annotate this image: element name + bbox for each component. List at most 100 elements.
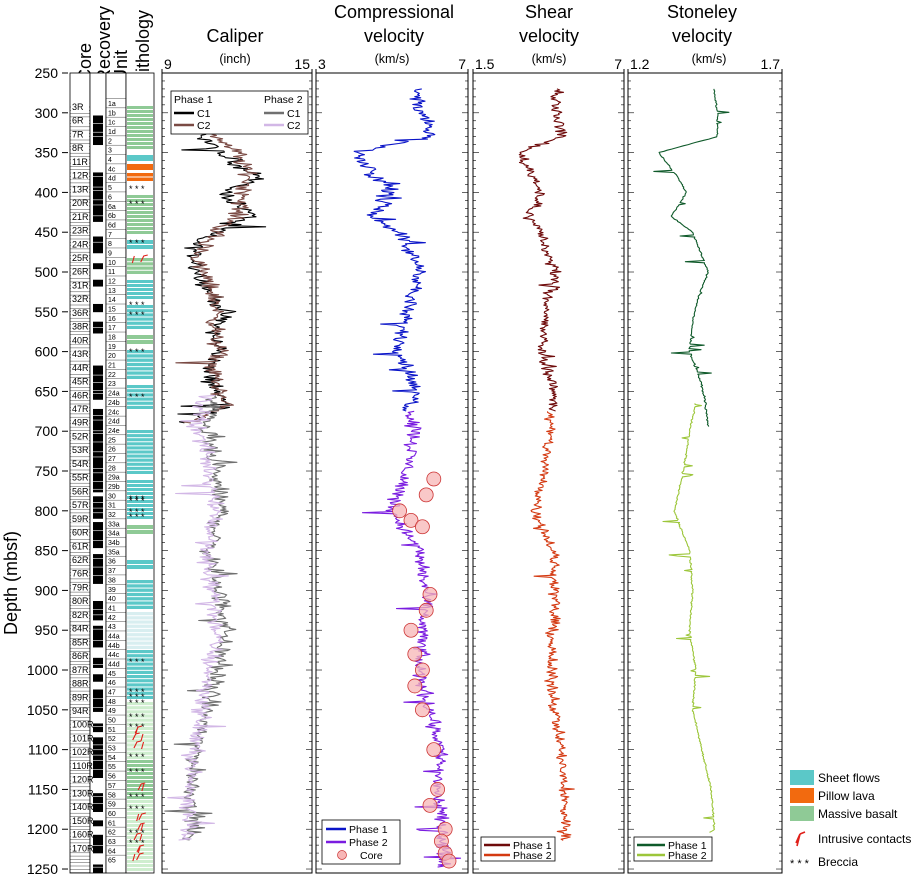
series-line-phase2-c1 [164,395,238,841]
unit-label: 6 [108,194,112,201]
lithology-band [127,462,153,466]
core-sample-point [403,622,419,638]
unit-label: 24c [108,409,120,416]
unit-label: 57 [108,783,116,790]
core-label-bg [71,104,89,111]
recovery-block [93,415,103,420]
core-label: 31R [72,280,89,290]
recovery-block [93,625,103,629]
recovery-block [93,216,103,222]
unit-label: 1a [108,101,116,108]
core-label-bg [71,296,89,304]
x-tick-label: 9 [164,56,172,72]
lithology-band [127,138,153,141]
recovery-block [93,468,103,473]
unit-label: 1b [108,110,116,117]
stoneley-title-line2: velocity [672,26,732,46]
lithology-band [127,860,153,863]
lithology-band [127,820,153,823]
core-label-bg [71,557,89,564]
lithology-band [127,764,153,767]
lithology-band [127,670,153,674]
caliper-title: Caliper [206,26,263,46]
core-label-bg [71,255,89,262]
breccia-mark: * * * [129,792,145,802]
lithology-band [127,695,153,699]
core-label-bg [71,392,89,400]
lithology-band [127,597,153,601]
x-tick-label: 1.5 [475,56,495,72]
core-label: 94R [72,706,89,716]
recovery-block [93,393,103,400]
recovery-block [93,558,103,567]
core-label: 170R [72,843,94,853]
pillow-lava-swatch [790,788,814,803]
recovery-block [93,473,103,482]
unit-label: 24d [108,419,120,426]
core-label: 25R [72,253,89,263]
legend-phase1-heading: Phase 1 [174,94,213,106]
unit-label: 4d [108,176,116,183]
breccia-mark: * * * [129,657,145,667]
panel-3: 1.2 1.7 [627,56,783,874]
lithology-band [127,788,153,791]
core-label: 32R [72,294,89,304]
recovery-block [93,457,103,469]
lithology-band [127,565,153,569]
legend-phase1-c1-label: C1 [197,108,211,120]
lithology-band [127,177,153,181]
lithology-band [127,492,153,495]
lithology-band [127,146,153,149]
intrusive-contact-mark [131,254,148,264]
depth-tick-label: 550 [35,304,59,320]
core-label: 62R [72,555,89,565]
unit-label: 27 [108,456,116,463]
core-label: 87R [72,665,89,675]
core-label-bg [71,625,89,633]
unit-label: 13 [108,288,116,295]
panel-frame [472,72,625,874]
lithology-band [127,245,153,249]
depth-tick-label: 450 [35,224,59,240]
core-label-bg [71,611,89,619]
unit-label: 60 [108,811,116,818]
lithology-band [127,616,153,620]
unit-label: 44b [108,643,120,650]
unit-label: 65 [108,858,116,865]
lithology-band [127,718,153,722]
lithology-band [127,612,153,616]
lithology-band [127,350,153,354]
core-label: 43R [72,349,89,359]
unit-column [105,72,127,874]
core-label-bg [71,502,89,510]
unit-label: 11 [108,269,115,276]
unit-label: 49 [108,708,116,715]
core-label-bg [71,309,89,317]
core-label: 7R [72,129,84,139]
unit-label: 9 [108,250,112,257]
lithology-band [127,354,153,358]
lithology-band [127,114,153,117]
unit-label: 46 [108,680,116,687]
core-label-bg [71,474,89,482]
core-label-bg [71,831,89,839]
intrusive-contact-mark [136,844,145,854]
lithology-band [127,227,153,230]
caliper-legend: Phase 1 C1 C2 Phase 2 C1 C2 [170,90,309,135]
lithology-band [127,768,153,771]
unit-label: 56 [108,774,116,781]
lithology-band [127,110,153,113]
lithology-band [127,658,153,662]
core-label-bg [71,762,89,770]
core-label-bg [71,117,89,125]
recovery-block [93,242,103,254]
unit-label: 43 [108,624,116,631]
unit-label: 22 [108,372,116,379]
unit-label: 30 [108,493,116,500]
lithology-band [127,683,153,687]
core-label-bg [71,145,89,153]
unit-label: 10 [108,260,116,267]
depth-tick-label: 600 [35,344,59,360]
core-label: 20R [72,198,89,208]
lithology-band [127,266,153,270]
